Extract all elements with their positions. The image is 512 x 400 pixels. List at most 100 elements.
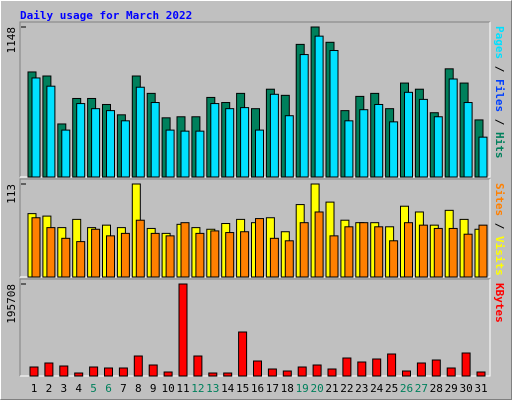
bar	[402, 370, 411, 377]
bar	[240, 107, 250, 178]
legend-entry: KBytes	[493, 283, 506, 323]
bar	[133, 355, 143, 377]
bar	[44, 362, 54, 377]
bar	[299, 54, 309, 178]
bar	[389, 240, 399, 278]
bar	[120, 120, 130, 178]
y-tick-label: 1148	[5, 27, 18, 54]
x-tick-label: 21	[325, 382, 338, 395]
bar	[180, 222, 190, 278]
bar	[314, 35, 324, 178]
bar	[329, 235, 339, 278]
bar	[59, 365, 69, 377]
x-tick-label: 16	[251, 382, 264, 395]
x-tick-label: 19	[296, 382, 309, 395]
bar	[210, 103, 220, 178]
x-tick-label: 6	[105, 382, 112, 395]
bar	[163, 371, 173, 377]
bar	[448, 78, 458, 178]
bar	[208, 372, 218, 377]
bar	[89, 366, 99, 377]
x-tick-label: 9	[150, 382, 157, 395]
bar	[46, 227, 56, 278]
bar	[478, 136, 488, 178]
bar	[342, 357, 352, 377]
x-tick-label: 22	[340, 382, 353, 395]
bar	[476, 371, 486, 377]
bar	[165, 235, 175, 278]
bar	[120, 232, 130, 278]
bar	[238, 331, 248, 377]
bar	[106, 110, 115, 178]
legend-separator: /	[493, 112, 506, 132]
bar	[255, 218, 264, 278]
x-tick-label: 17	[266, 382, 279, 395]
x-tick-label: 15	[236, 382, 249, 395]
y-tick-label: 113	[5, 184, 18, 204]
bar	[329, 50, 339, 178]
legend: KBytes	[493, 283, 506, 323]
bar	[433, 116, 443, 178]
panel-frame	[19, 21, 490, 177]
legend-separator: /	[493, 216, 506, 236]
bar	[431, 359, 441, 377]
bar	[135, 86, 145, 178]
bar	[269, 237, 279, 278]
x-tick-label: 31	[474, 382, 487, 395]
legend: Pages / Files / Hits	[493, 26, 506, 159]
bar	[210, 230, 220, 278]
bar	[118, 367, 128, 377]
bar	[297, 366, 307, 377]
bar	[74, 372, 84, 377]
legend-entry: Sites	[493, 183, 506, 216]
bar	[344, 226, 354, 278]
bar	[344, 120, 354, 178]
bar	[389, 121, 399, 178]
bar	[91, 228, 101, 278]
bar	[312, 364, 322, 377]
x-tick-label: 3	[60, 382, 67, 395]
bar	[374, 226, 384, 278]
bar	[195, 232, 205, 278]
x-tick-label: 14	[221, 382, 235, 395]
bar	[463, 102, 473, 178]
bar	[31, 77, 41, 178]
legend: Sites / Visits	[493, 183, 506, 276]
bar	[178, 283, 188, 377]
bar	[404, 91, 413, 178]
legend-entry: Pages	[493, 26, 506, 59]
bar	[104, 367, 113, 377]
bar	[61, 237, 71, 278]
x-tick-label: 8	[135, 382, 142, 395]
x-tick-label: 5	[90, 382, 97, 395]
bar	[299, 222, 309, 278]
bar	[418, 224, 428, 278]
x-tick-label: 18	[281, 382, 294, 395]
bar	[374, 103, 384, 178]
bar	[372, 358, 382, 377]
bar	[223, 372, 233, 377]
bar	[29, 366, 39, 377]
bar	[327, 368, 337, 377]
bar	[165, 129, 175, 178]
panel-frame	[20, 279, 491, 377]
bar	[46, 85, 56, 178]
x-tick-label: 24	[370, 382, 384, 395]
legend-separator: /	[493, 59, 506, 79]
bar	[359, 222, 369, 278]
x-tick-label: 25	[385, 382, 398, 395]
bar	[150, 232, 160, 278]
bar	[416, 362, 426, 377]
bar	[225, 108, 235, 178]
bar	[225, 232, 235, 278]
bar	[282, 370, 292, 377]
bar	[180, 130, 190, 178]
bar	[461, 352, 471, 377]
panel-frame	[19, 178, 490, 277]
bar	[255, 129, 264, 178]
bar	[267, 368, 277, 377]
x-tick-label: 27	[415, 382, 428, 395]
bar	[240, 231, 250, 278]
